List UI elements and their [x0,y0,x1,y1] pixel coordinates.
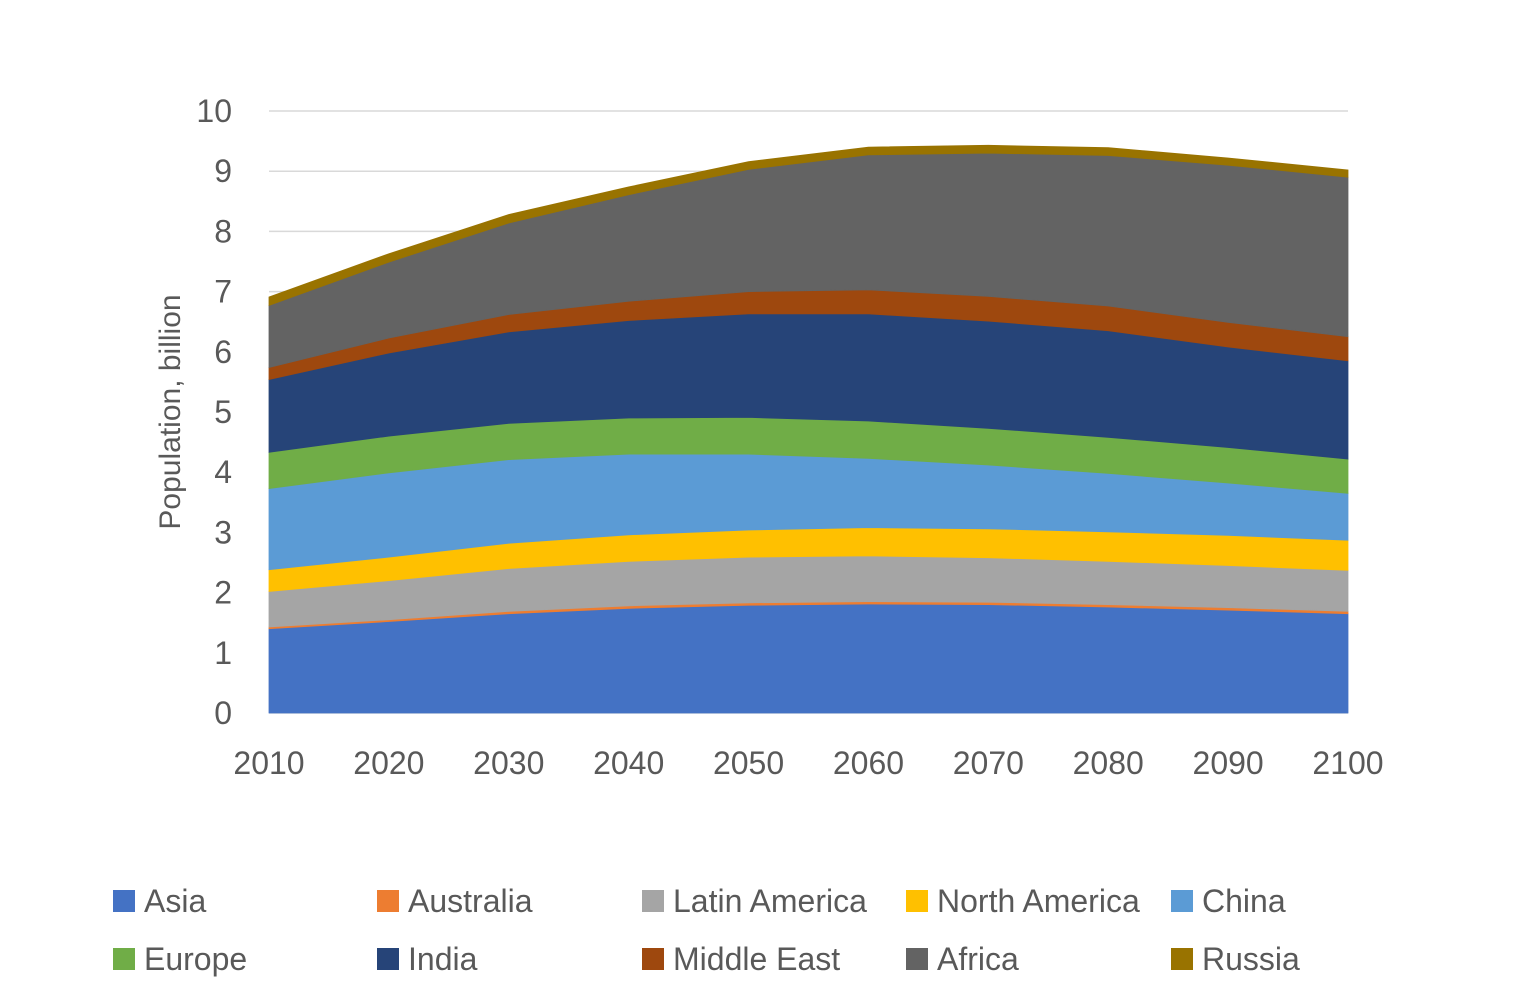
legend-item-middle-east: Middle East [642,941,840,977]
y-axis: 0 1 2 3 4 5 6 7 8 9 10 [196,93,232,731]
legend-item-australia: Australia [377,883,533,919]
x-tick-label: 2020 [353,745,424,781]
legend-swatch [113,890,135,912]
x-tick-label: 2070 [953,745,1024,781]
y-tick-label: 10 [196,93,232,129]
y-tick-label: 5 [214,394,232,430]
legend-swatch [906,948,928,970]
legend: Asia Australia Latin America North America C… [113,883,1300,977]
x-tick-label: 2060 [833,745,904,781]
legend-label: Russia [1202,941,1300,977]
legend-item-latin-america: Latin America [642,883,867,919]
legend-swatch [642,890,664,912]
y-tick-label: 8 [214,213,232,249]
area-russia [268,144,1349,306]
legend-label: Middle East [673,941,840,977]
legend-label: China [1202,883,1286,919]
legend-swatch [642,948,664,970]
x-axis: 2010 2020 2030 2040 2050 2060 2070 2080 2090 2100 [233,745,1383,781]
legend-label: Europe [144,941,247,977]
y-tick-label: 1 [214,635,232,671]
legend-swatch [906,890,928,912]
y-tick-label: 3 [214,514,232,550]
y-tick-label: 0 [214,695,232,731]
legend-label: Africa [937,941,1019,977]
area-series [268,144,1349,714]
area-asia [268,603,1349,714]
y-tick-label: 4 [214,454,232,490]
x-tick-label: 2050 [713,745,784,781]
y-tick-label: 2 [214,575,232,611]
legend-item-russia: Russia [1171,941,1300,977]
legend-swatch [1171,948,1193,970]
legend-swatch [113,948,135,970]
y-tick-label: 7 [214,274,232,310]
legend-item-north-america: North America [906,883,1140,919]
x-tick-label: 2040 [593,745,664,781]
legend-item-india: India [377,941,478,977]
x-tick-label: 2080 [1073,745,1144,781]
x-tick-label: 2010 [233,745,304,781]
legend-item-africa: Africa [906,941,1019,977]
legend-label: India [408,941,478,977]
legend-label: Latin America [673,883,867,919]
legend-label: Australia [408,883,533,919]
legend-label: Asia [144,883,206,919]
y-tick-label: 9 [214,153,232,189]
y-tick-label: 6 [214,334,232,370]
x-tick-label: 2030 [473,745,544,781]
legend-item-china: China [1171,883,1286,919]
x-tick-label: 2090 [1193,745,1264,781]
legend-swatch [377,890,399,912]
legend-label: North America [937,883,1140,919]
legend-item-asia: Asia [113,883,206,919]
x-tick-label: 2100 [1312,745,1383,781]
legend-swatch [1171,890,1193,912]
legend-swatch [377,948,399,970]
y-axis-title: Population, billion [154,294,187,529]
legend-item-europe: Europe [113,941,247,977]
